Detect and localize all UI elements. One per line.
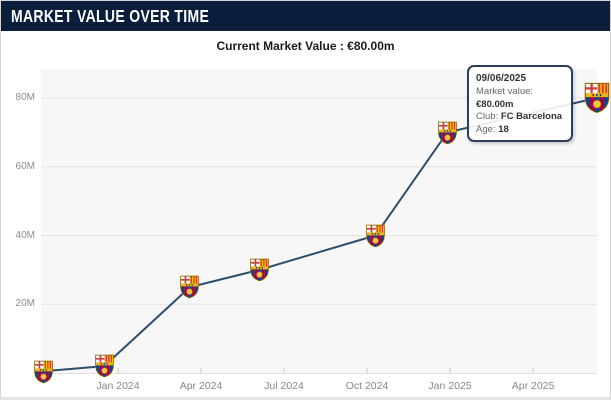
x-axis-tick-label: Apr 2025 xyxy=(511,380,555,392)
x-axis-tick-label: Jan 2025 xyxy=(428,380,472,392)
fc-barcelona-crest-marker-current[interactable] xyxy=(583,82,611,113)
tooltip-row: Market value: €80.00m xyxy=(476,86,564,111)
tooltip-row-label: Age: xyxy=(476,123,499,135)
fc-barcelona-crest-marker[interactable] xyxy=(33,360,54,383)
fc-barcelona-crest-marker[interactable] xyxy=(179,275,200,298)
y-axis-tick-label: 40M xyxy=(15,229,35,241)
fc-barcelona-crest-marker[interactable] xyxy=(437,121,458,144)
x-axis-tick-label: Jul 2024 xyxy=(264,380,304,392)
x-axis-tick-label: Jan 2024 xyxy=(96,380,140,392)
tooltip-row: Age: 18 xyxy=(476,124,564,137)
fc-barcelona-crest-marker[interactable] xyxy=(249,258,270,281)
y-axis-tick-label: 80M xyxy=(15,92,35,103)
fc-barcelona-crest-marker[interactable] xyxy=(94,354,115,377)
tooltip-date: 09/06/2025 xyxy=(476,73,527,84)
tooltip-row-value: 18 xyxy=(498,123,509,135)
tooltip-row-value: FC Barcelona xyxy=(500,111,563,123)
fc-barcelona-crest-marker[interactable] xyxy=(365,224,386,247)
y-axis-tick-label: 60M xyxy=(15,160,35,172)
current-market-value-text: Current Market Value : €80.00m xyxy=(216,39,395,53)
y-axis-tick-label: 20M xyxy=(15,298,35,310)
tooltip-row-value: €80.00m xyxy=(476,98,514,110)
tooltip-row-label: Club: xyxy=(476,111,501,123)
tooltip-rows: Market value: €80.00m Club: FC Barcelona A… xyxy=(476,86,564,136)
tooltip-row-label: Market value: xyxy=(476,86,534,98)
tooltip-row: Club: FC Barcelona xyxy=(476,111,564,124)
widget-header: MARKET VALUE OVER TIME xyxy=(1,1,610,31)
x-axis-tick-label: Oct 2024 xyxy=(345,380,389,392)
widget-title: MARKET VALUE OVER TIME xyxy=(11,6,210,26)
x-axis-tick-label: Apr 2024 xyxy=(179,380,223,392)
chart-tooltip: 09/06/2025 Market value: €80.00m Club: FC… xyxy=(467,65,573,143)
